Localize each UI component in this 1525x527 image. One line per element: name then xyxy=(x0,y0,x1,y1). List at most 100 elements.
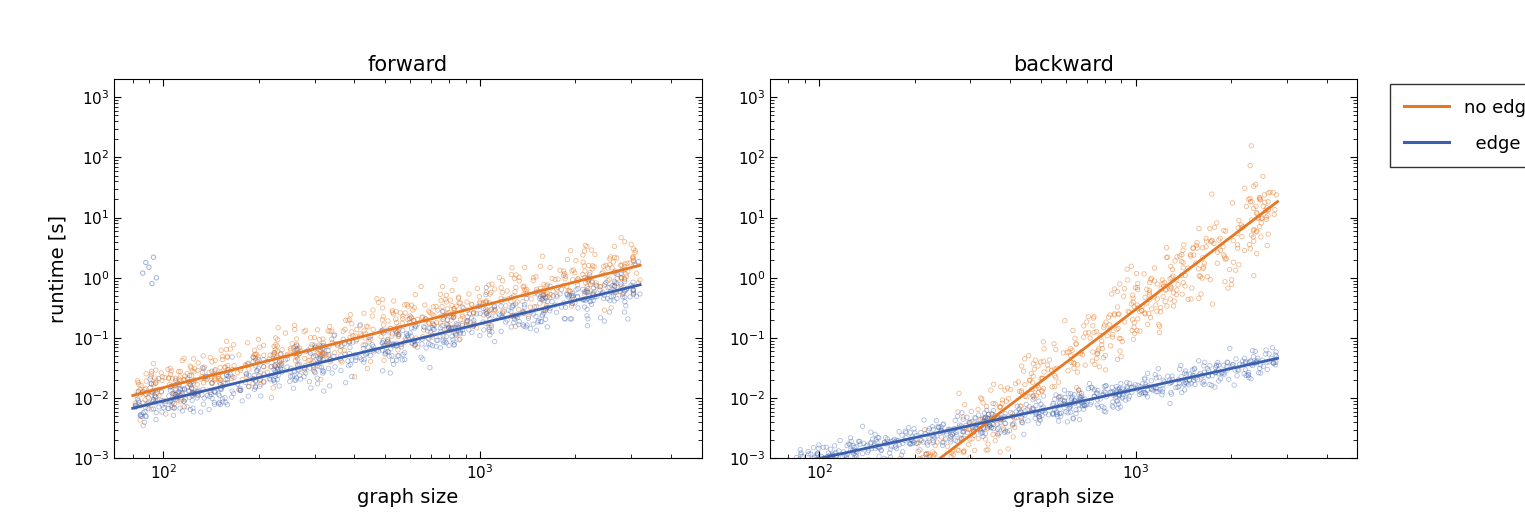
Point xyxy=(981,410,1005,418)
Point xyxy=(1046,393,1071,402)
Point xyxy=(930,441,955,450)
Point xyxy=(215,365,239,374)
Point xyxy=(1212,370,1237,379)
Point xyxy=(1234,366,1258,374)
Point xyxy=(413,323,438,331)
Point xyxy=(1138,290,1162,299)
Point xyxy=(499,323,523,331)
Point xyxy=(1095,331,1119,340)
Point xyxy=(149,388,174,396)
Point xyxy=(912,438,936,446)
Point xyxy=(949,435,973,443)
Point xyxy=(180,384,204,392)
Point xyxy=(932,438,956,446)
Point xyxy=(785,514,810,523)
Point xyxy=(1069,399,1093,407)
Point xyxy=(810,514,834,523)
Point xyxy=(247,376,271,384)
Point xyxy=(371,328,395,336)
Point xyxy=(1171,258,1196,267)
Point xyxy=(618,292,642,301)
Point xyxy=(1020,406,1045,414)
Point xyxy=(1023,410,1048,418)
Point xyxy=(590,289,615,298)
Point xyxy=(209,385,233,394)
Point xyxy=(1223,266,1247,275)
Point xyxy=(843,514,868,523)
Point xyxy=(522,302,546,311)
Point xyxy=(1240,198,1264,206)
Point xyxy=(854,442,878,450)
Point xyxy=(511,307,535,316)
Point xyxy=(264,366,288,375)
Point xyxy=(389,309,413,317)
Point xyxy=(852,487,877,496)
Point xyxy=(285,341,310,350)
Point xyxy=(842,511,866,520)
Point xyxy=(169,396,194,404)
Point xyxy=(981,419,1005,428)
Point xyxy=(1096,313,1121,321)
Point xyxy=(968,426,993,435)
Point xyxy=(525,302,549,311)
Point xyxy=(1139,274,1164,282)
Point xyxy=(1052,397,1077,406)
Point xyxy=(1125,381,1150,389)
Point xyxy=(297,364,322,373)
Point xyxy=(410,335,435,343)
Point xyxy=(288,375,313,383)
Point xyxy=(137,384,162,392)
Point xyxy=(140,397,165,406)
Point xyxy=(1052,316,1077,325)
Point xyxy=(801,460,825,469)
Point xyxy=(924,432,949,440)
Point xyxy=(804,514,828,523)
Point xyxy=(842,447,866,455)
Point xyxy=(264,368,288,376)
Point xyxy=(285,352,310,360)
Point xyxy=(307,349,331,358)
Point xyxy=(1055,408,1080,417)
Point xyxy=(1002,423,1026,432)
Point xyxy=(285,346,310,354)
Point xyxy=(842,450,866,458)
Point xyxy=(944,428,968,437)
Point xyxy=(903,472,927,480)
Point xyxy=(264,353,288,362)
Point xyxy=(558,247,583,255)
Point xyxy=(1121,316,1145,324)
Point xyxy=(984,436,1008,445)
Point xyxy=(807,514,831,523)
Point xyxy=(410,313,435,321)
Point xyxy=(561,266,586,275)
Point xyxy=(462,319,486,327)
Point xyxy=(429,332,453,340)
Point xyxy=(462,308,486,317)
Point xyxy=(874,440,898,448)
Point xyxy=(1068,405,1092,414)
Point xyxy=(958,424,982,433)
Point xyxy=(180,391,204,399)
Point xyxy=(602,282,627,290)
Point xyxy=(618,259,642,267)
Point xyxy=(857,456,881,464)
Point xyxy=(284,349,308,358)
Point xyxy=(512,300,537,309)
Point xyxy=(242,346,267,355)
Point xyxy=(592,262,616,270)
Point xyxy=(1257,189,1281,197)
Point xyxy=(1199,276,1223,284)
Point xyxy=(1200,236,1225,245)
Point xyxy=(584,281,608,289)
Point xyxy=(1110,337,1135,346)
Point xyxy=(856,477,880,486)
Point xyxy=(1124,380,1148,389)
Point xyxy=(1250,214,1275,222)
Point xyxy=(824,452,848,460)
Point xyxy=(127,378,151,387)
Point xyxy=(575,288,599,297)
Point xyxy=(612,283,636,291)
Point xyxy=(220,353,244,362)
Point xyxy=(1244,227,1269,236)
Point xyxy=(561,289,586,298)
